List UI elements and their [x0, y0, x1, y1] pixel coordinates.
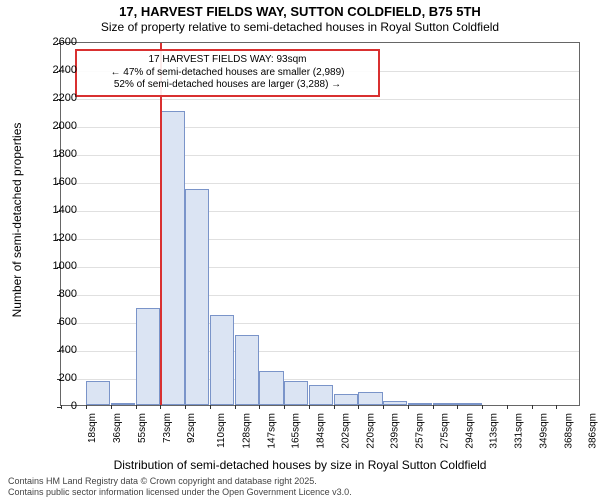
footer-line2: Contains public sector information licen…	[8, 487, 352, 498]
x-tick-label: 147sqm	[266, 413, 277, 449]
x-tick-label: 92sqm	[186, 413, 197, 443]
y-tick-label: 2600	[37, 36, 77, 48]
y-tick-label: 2200	[37, 92, 77, 104]
histogram-bar	[309, 385, 333, 405]
histogram-bar	[358, 392, 382, 405]
x-axis-label: Distribution of semi-detached houses by …	[0, 458, 600, 472]
y-tick-label: 1800	[37, 148, 77, 160]
histogram-bar	[433, 403, 457, 405]
x-tick-label: 73sqm	[162, 413, 173, 443]
x-tick-label: 386sqm	[588, 413, 599, 449]
x-tick-label: 128sqm	[241, 413, 252, 449]
y-tick-label: 1400	[37, 204, 77, 216]
histogram-bar	[408, 403, 432, 405]
y-tick-label: 800	[37, 288, 77, 300]
x-tick-label: 55sqm	[137, 413, 148, 443]
x-tick-label: 220sqm	[365, 413, 376, 449]
x-tick-label: 257sqm	[415, 413, 426, 449]
x-tick-label: 275sqm	[439, 413, 450, 449]
x-tick-label: 165sqm	[291, 413, 302, 449]
x-tick-label: 349sqm	[539, 413, 550, 449]
x-tick-label: 331sqm	[514, 413, 525, 449]
x-tick-label: 202sqm	[340, 413, 351, 449]
y-tick-label: 1000	[37, 260, 77, 272]
chart-plot-area: 17 HARVEST FIELDS WAY: 93sqm ← 47% of se…	[60, 42, 580, 406]
property-marker-line	[160, 43, 162, 405]
annotation-line1: 17 HARVEST FIELDS WAY: 93sqm	[83, 54, 372, 67]
histogram-bar	[86, 381, 110, 406]
footer-line1: Contains HM Land Registry data © Crown c…	[8, 476, 352, 487]
histogram-bar	[235, 335, 259, 405]
histogram-bar	[457, 403, 481, 405]
annotation-line3: 52% of semi-detached houses are larger (…	[83, 79, 372, 92]
y-tick-label: 600	[37, 316, 77, 328]
histogram-bar	[111, 403, 135, 405]
y-tick-label: 200	[37, 372, 77, 384]
histogram-bar	[284, 381, 308, 406]
x-tick-label: 313sqm	[489, 413, 500, 449]
y-tick-label: 2400	[37, 64, 77, 76]
chart-title-sub: Size of property relative to semi-detach…	[0, 19, 600, 34]
histogram-bar	[210, 315, 234, 405]
y-tick-label: 1600	[37, 176, 77, 188]
histogram-bar	[136, 308, 160, 405]
x-tick-label: 110sqm	[216, 413, 227, 448]
histogram-bar	[334, 394, 358, 405]
annotation-line2: ← 47% of semi-detached houses are smalle…	[83, 67, 372, 80]
y-axis-label: Number of semi-detached properties	[10, 25, 24, 220]
footer-attribution: Contains HM Land Registry data © Crown c…	[8, 476, 352, 498]
x-tick-label: 184sqm	[316, 413, 327, 449]
y-tick-label: 1200	[37, 232, 77, 244]
y-tick-label: 0	[37, 400, 77, 412]
histogram-bar	[259, 371, 283, 405]
x-tick-label: 18sqm	[87, 413, 98, 443]
x-tick-label: 368sqm	[563, 413, 574, 449]
histogram-bar	[160, 111, 184, 405]
histogram-bar	[185, 189, 209, 405]
annotation-box: 17 HARVEST FIELDS WAY: 93sqm ← 47% of se…	[75, 49, 380, 97]
x-tick-label: 239sqm	[390, 413, 401, 449]
histogram-bar	[383, 401, 407, 405]
x-tick-label: 294sqm	[464, 413, 475, 449]
y-tick-label: 2000	[37, 120, 77, 132]
x-tick-label: 36sqm	[112, 413, 123, 443]
chart-title-main: 17, HARVEST FIELDS WAY, SUTTON COLDFIELD…	[0, 0, 600, 19]
y-tick-label: 400	[37, 344, 77, 356]
